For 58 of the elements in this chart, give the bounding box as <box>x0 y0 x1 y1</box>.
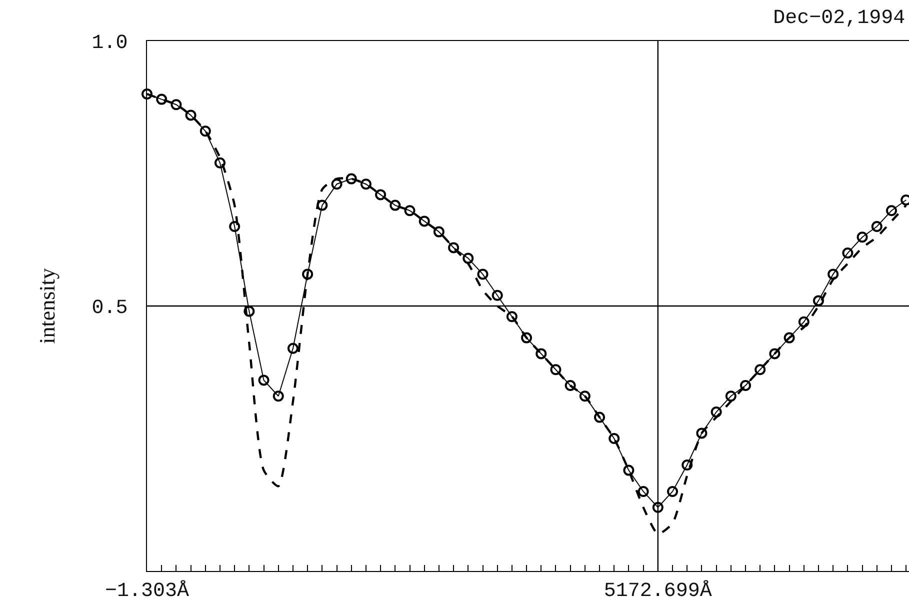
point <box>564 380 576 391</box>
point <box>214 157 226 168</box>
point <box>886 205 897 216</box>
point <box>375 189 386 200</box>
point <box>316 200 328 211</box>
x-tick-label: 5172.699Å <box>604 580 712 604</box>
point <box>418 216 430 227</box>
point <box>798 316 810 328</box>
point <box>492 290 503 301</box>
point <box>696 428 708 439</box>
point <box>448 242 460 254</box>
point <box>769 348 780 360</box>
point <box>200 126 211 137</box>
point <box>812 295 824 306</box>
point <box>856 232 868 243</box>
point <box>244 306 255 317</box>
point <box>871 221 882 232</box>
point <box>521 332 532 344</box>
x-tick-label: −1.303Å <box>104 580 190 604</box>
point <box>156 94 168 105</box>
point <box>536 348 547 360</box>
point <box>608 433 620 444</box>
point <box>287 342 298 354</box>
point <box>462 252 474 264</box>
point <box>302 268 314 280</box>
point <box>390 200 401 211</box>
point <box>667 486 678 497</box>
y-tick-label: 1.0 <box>92 32 128 55</box>
point <box>477 268 488 280</box>
point <box>142 88 152 100</box>
point <box>229 221 240 232</box>
point <box>638 486 649 497</box>
point <box>258 374 270 386</box>
point <box>579 390 590 402</box>
point <box>725 390 736 402</box>
point <box>506 311 518 322</box>
point <box>331 178 342 190</box>
point <box>740 380 752 391</box>
point <box>170 99 182 110</box>
point <box>404 205 416 216</box>
point <box>828 268 839 280</box>
point <box>360 178 372 190</box>
point <box>594 412 606 423</box>
point <box>754 364 766 376</box>
point <box>842 248 854 258</box>
point <box>272 390 284 402</box>
point <box>710 406 722 418</box>
point <box>346 173 357 184</box>
y-axis-title: intensity <box>34 268 60 344</box>
point <box>185 110 196 121</box>
point <box>784 332 795 344</box>
chart-title: Dec−02,1994 <box>773 7 906 30</box>
point <box>433 226 444 238</box>
point <box>623 464 634 476</box>
y-tick-label: 0.5 <box>92 297 128 320</box>
point <box>682 460 693 470</box>
point <box>550 364 562 376</box>
point <box>652 502 664 513</box>
